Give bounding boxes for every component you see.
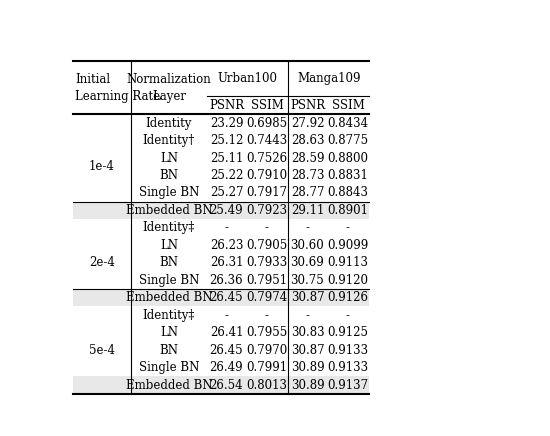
Text: 0.7526: 0.7526 (246, 152, 288, 164)
Text: PSNR: PSNR (290, 99, 325, 112)
Text: 27.92: 27.92 (291, 117, 324, 129)
Text: -: - (305, 309, 310, 322)
Text: 0.9113: 0.9113 (327, 256, 369, 269)
Text: 30.87: 30.87 (290, 291, 324, 304)
Text: Embedded BN: Embedded BN (125, 204, 212, 217)
Text: 28.63: 28.63 (291, 134, 324, 147)
Text: 30.75: 30.75 (290, 274, 324, 287)
Bar (73, 376, 369, 394)
Text: 0.7933: 0.7933 (246, 256, 288, 269)
Text: Single BN: Single BN (139, 187, 199, 200)
Text: Embedded BN: Embedded BN (125, 291, 212, 304)
Text: -: - (224, 221, 228, 235)
Text: 0.7910: 0.7910 (246, 169, 288, 182)
Text: 30.87: 30.87 (290, 344, 324, 357)
Text: 28.77: 28.77 (291, 187, 324, 200)
Text: 25.12: 25.12 (210, 134, 243, 147)
Text: LN: LN (160, 152, 178, 164)
Text: 25.22: 25.22 (210, 169, 243, 182)
Text: 30.89: 30.89 (290, 378, 324, 392)
Text: 0.7991: 0.7991 (246, 361, 288, 374)
Text: PSNR: PSNR (209, 99, 244, 112)
Text: 0.8901: 0.8901 (327, 204, 369, 217)
Text: -: - (346, 221, 350, 235)
Text: Identity†: Identity† (143, 134, 195, 147)
Text: 26.49: 26.49 (210, 361, 243, 374)
Text: 0.7905: 0.7905 (246, 239, 288, 252)
Text: Manga109: Manga109 (297, 72, 360, 85)
Text: 0.7955: 0.7955 (246, 326, 288, 339)
Text: Identity: Identity (146, 117, 192, 129)
Text: Embedded BN: Embedded BN (125, 378, 212, 392)
Text: 23.29: 23.29 (210, 117, 243, 129)
Text: 0.8434: 0.8434 (327, 117, 369, 129)
Text: 26.54: 26.54 (210, 378, 243, 392)
Text: BN: BN (160, 169, 178, 182)
Text: 0.9137: 0.9137 (327, 378, 369, 392)
Text: 26.31: 26.31 (210, 256, 243, 269)
Text: 0.8800: 0.8800 (327, 152, 369, 164)
Text: LN: LN (160, 239, 178, 252)
Text: 28.59: 28.59 (291, 152, 324, 164)
Text: 0.7917: 0.7917 (246, 187, 288, 200)
Text: BN: BN (160, 256, 178, 269)
Text: -: - (265, 221, 269, 235)
Text: 0.8843: 0.8843 (327, 187, 369, 200)
Text: 28.73: 28.73 (291, 169, 324, 182)
Text: -: - (265, 309, 269, 322)
Text: Initial
Learning Rate: Initial Learning Rate (75, 72, 160, 102)
Text: 26.45: 26.45 (210, 291, 243, 304)
Text: 0.6985: 0.6985 (246, 117, 288, 129)
Text: BN: BN (160, 344, 178, 357)
Bar (73, 202, 369, 219)
Text: 30.60: 30.60 (290, 239, 324, 252)
Text: 0.8775: 0.8775 (327, 134, 369, 147)
Text: 0.7923: 0.7923 (246, 204, 288, 217)
Text: 0.9133: 0.9133 (327, 344, 369, 357)
Text: -: - (224, 309, 228, 322)
Text: Single BN: Single BN (139, 274, 199, 287)
Text: 0.8831: 0.8831 (327, 169, 369, 182)
Text: 0.9099: 0.9099 (327, 239, 369, 252)
Text: 29.11: 29.11 (291, 204, 324, 217)
Text: 25.11: 25.11 (210, 152, 243, 164)
Text: Normalization
Layer: Normalization Layer (126, 72, 211, 102)
Text: 30.69: 30.69 (290, 256, 324, 269)
Text: Urban100: Urban100 (218, 72, 278, 85)
Text: SSIM: SSIM (332, 99, 365, 112)
Text: -: - (346, 309, 350, 322)
Text: 0.9133: 0.9133 (327, 361, 369, 374)
Text: 1e-4: 1e-4 (89, 160, 115, 173)
Text: -: - (305, 221, 310, 235)
Text: 0.9126: 0.9126 (327, 291, 369, 304)
Text: 0.7951: 0.7951 (246, 274, 288, 287)
Text: 2e-4: 2e-4 (89, 256, 115, 269)
Text: 30.83: 30.83 (290, 326, 324, 339)
Text: 26.41: 26.41 (210, 326, 243, 339)
Text: 25.49: 25.49 (210, 204, 243, 217)
Text: 0.7443: 0.7443 (246, 134, 288, 147)
Text: 0.9120: 0.9120 (327, 274, 369, 287)
Text: 26.36: 26.36 (210, 274, 243, 287)
Text: 0.8013: 0.8013 (246, 378, 288, 392)
Text: 26.45: 26.45 (210, 344, 243, 357)
Text: Single BN: Single BN (139, 361, 199, 374)
Text: 5e-4: 5e-4 (89, 344, 115, 357)
Text: 0.7970: 0.7970 (246, 344, 288, 357)
Text: 0.9125: 0.9125 (327, 326, 369, 339)
Text: 30.89: 30.89 (290, 361, 324, 374)
Text: Identity‡: Identity‡ (143, 309, 195, 322)
Text: LN: LN (160, 326, 178, 339)
Text: SSIM: SSIM (250, 99, 283, 112)
Text: 0.7974: 0.7974 (246, 291, 288, 304)
Text: 25.27: 25.27 (210, 187, 243, 200)
Text: 26.23: 26.23 (210, 239, 243, 252)
Bar (73, 289, 369, 307)
Text: Identity‡: Identity‡ (143, 221, 195, 235)
